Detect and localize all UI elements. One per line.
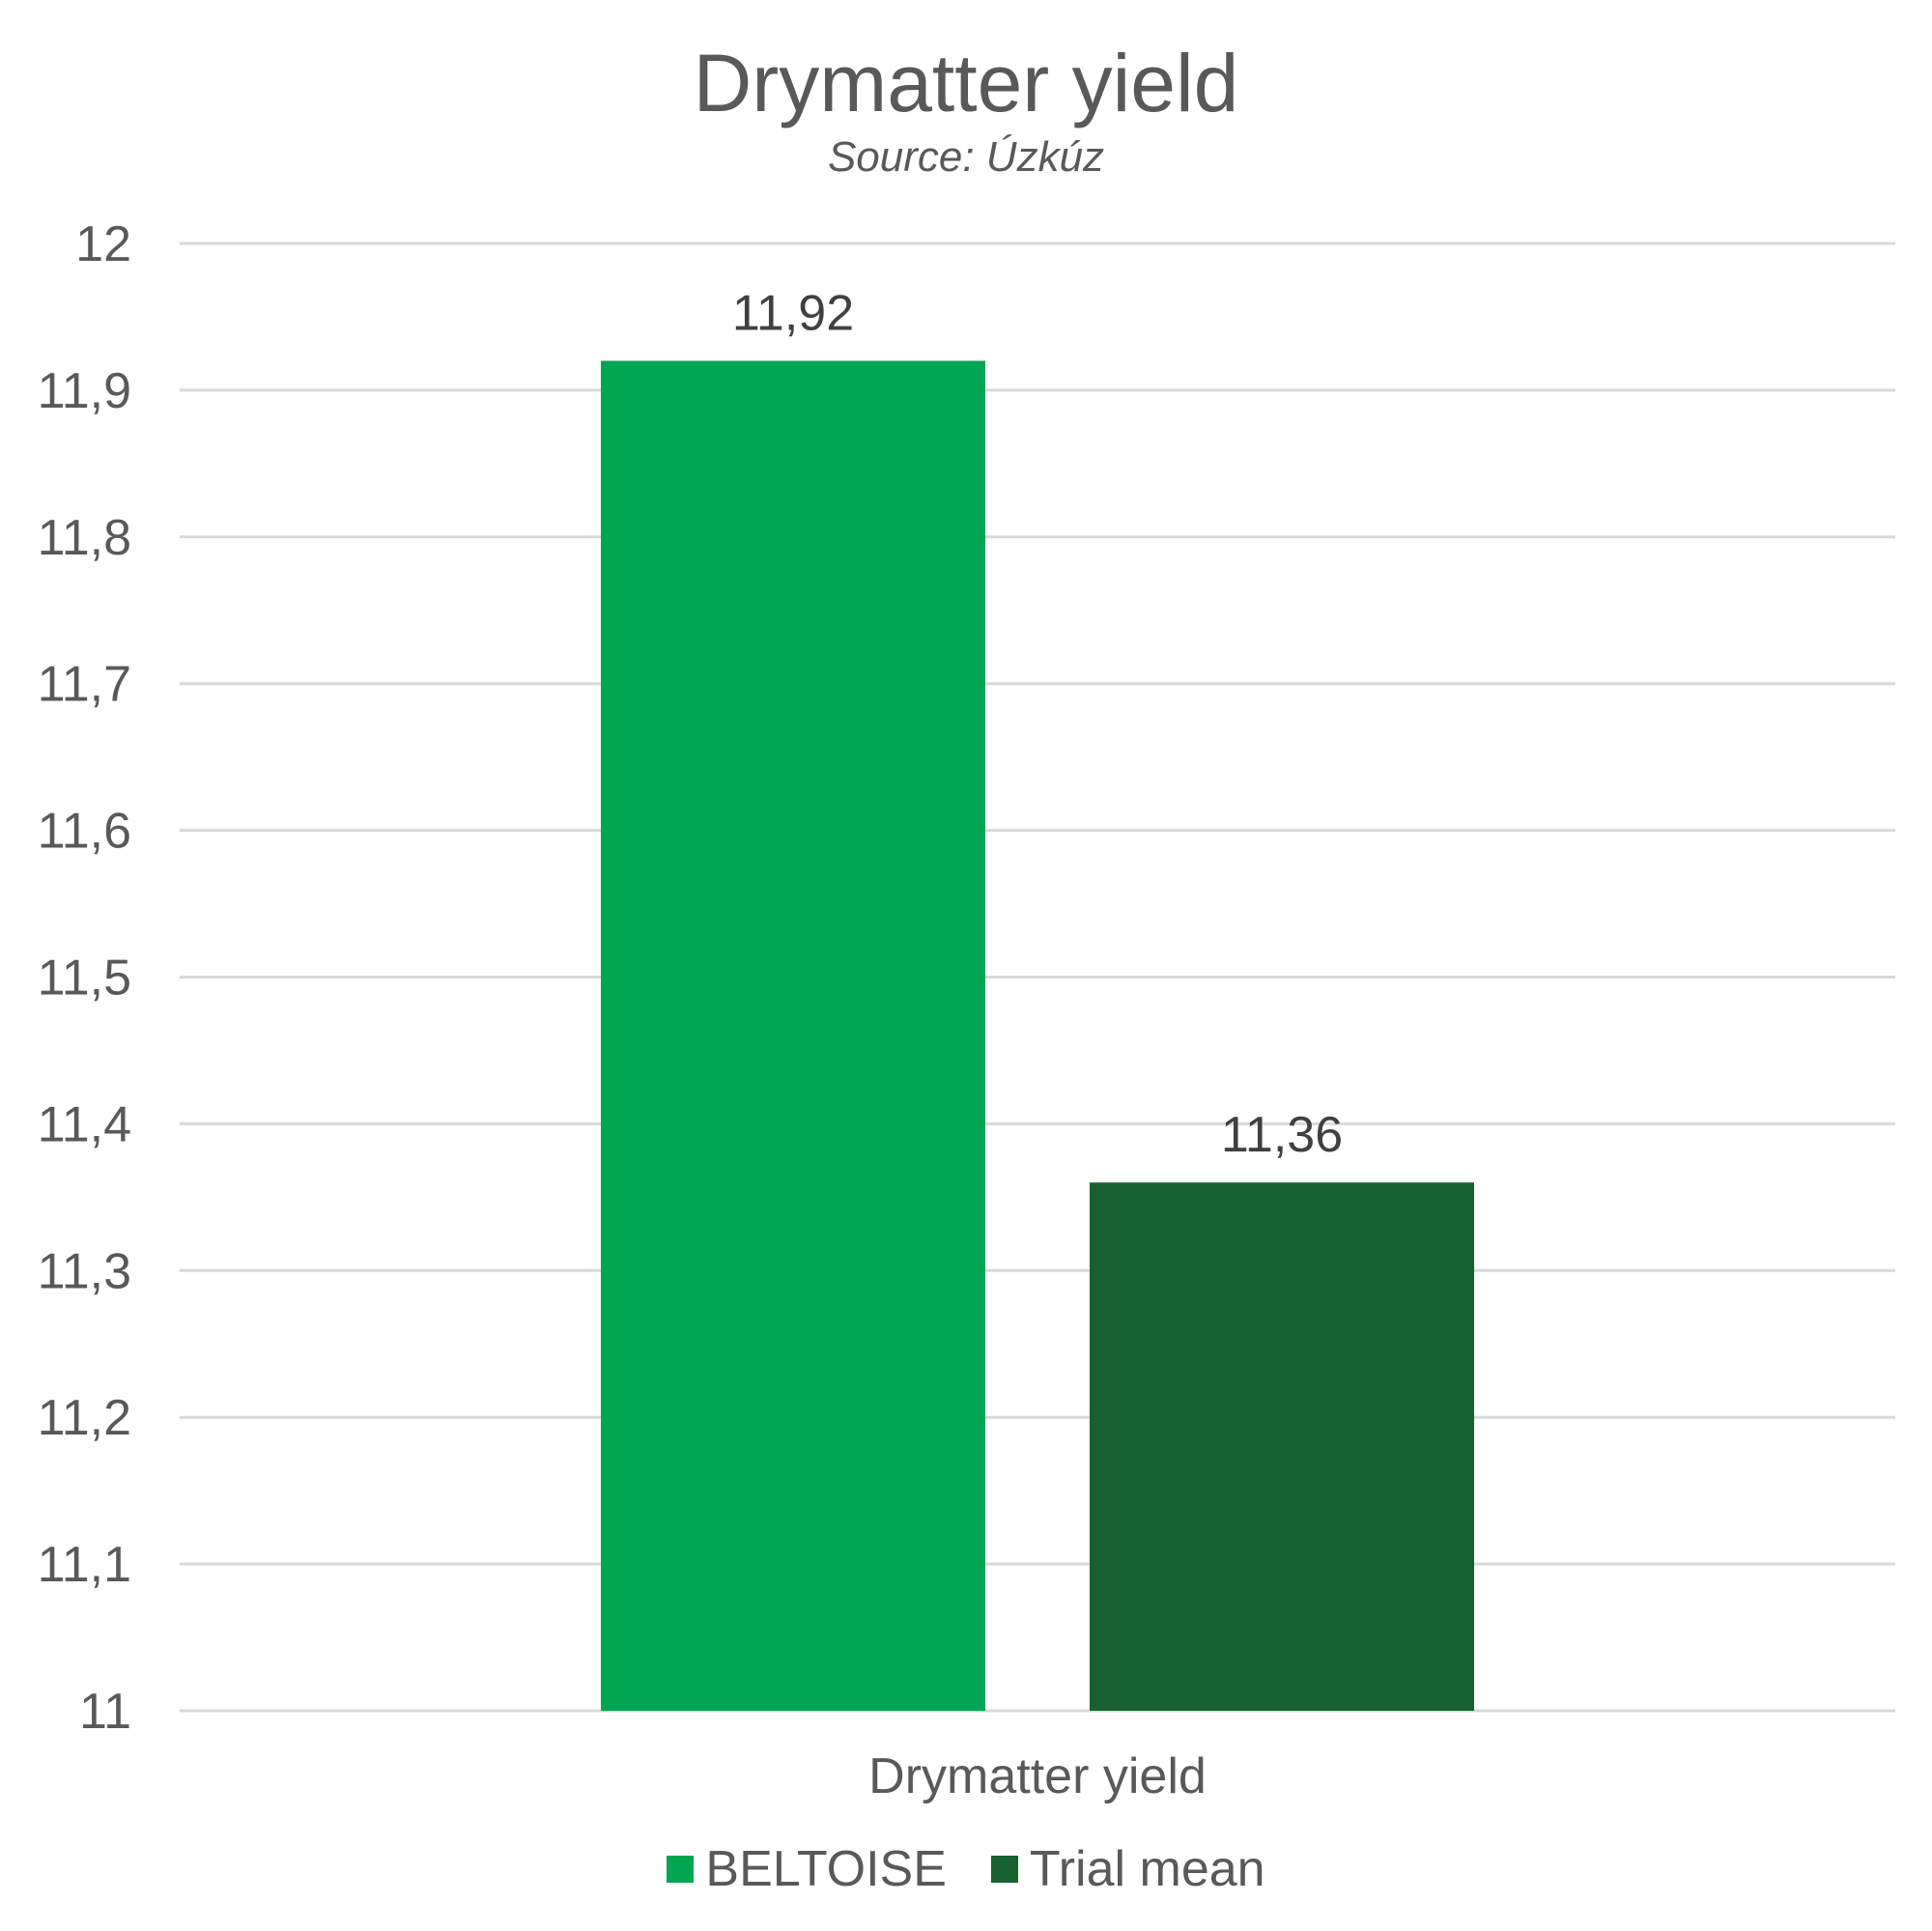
legend-label-series-1: BELTOISE	[705, 1841, 947, 1897]
data-labels: 11,92 11,36	[732, 286, 1343, 1164]
legend-swatch-series-2	[990, 1856, 1018, 1883]
data-label-2: 11,36	[1221, 1107, 1343, 1163]
legend-swatch-series-1	[667, 1856, 695, 1883]
chart-title: Drymatter yield	[693, 38, 1239, 128]
legend-label-series-2: Trial mean	[1029, 1841, 1265, 1897]
y-tick-label: 11,4	[38, 1096, 131, 1152]
data-label-1: 11,92	[732, 286, 854, 342]
chart-subtitle: Source: Úzkúz	[827, 133, 1105, 181]
bars	[601, 360, 1474, 1711]
y-tick-label: 11	[79, 1684, 131, 1740]
bar-1	[601, 360, 985, 1711]
y-tick-label: 11,9	[38, 363, 131, 419]
y-tick-label: 11,6	[38, 804, 131, 860]
y-tick-label: 11,3	[38, 1243, 131, 1299]
y-tick-label: 11,2	[38, 1390, 131, 1446]
y-tick-label: 12	[75, 216, 131, 272]
bar-2	[1090, 1182, 1474, 1711]
y-tick-label: 11,5	[38, 951, 131, 1007]
legend-item-series-1: BELTOISE	[667, 1840, 947, 1898]
x-axis-category-labels: Drymatter yield	[868, 1748, 1207, 1804]
legend: BELTOISE Trial mean	[0, 1840, 1932, 1898]
y-tick-label: 11,1	[38, 1537, 131, 1593]
gridlines	[180, 241, 1895, 1713]
legend-item-series-2: Trial mean	[990, 1840, 1265, 1898]
y-tick-label: 11,7	[38, 657, 131, 713]
y-tick-label: 11,8	[38, 510, 131, 566]
x-category-label: Drymatter yield	[868, 1748, 1207, 1804]
y-axis-tick-labels: 11 11,1 11,2 11,3 11,4 11,5 11,6 11,7 11,8 11,9 12	[38, 216, 131, 1740]
